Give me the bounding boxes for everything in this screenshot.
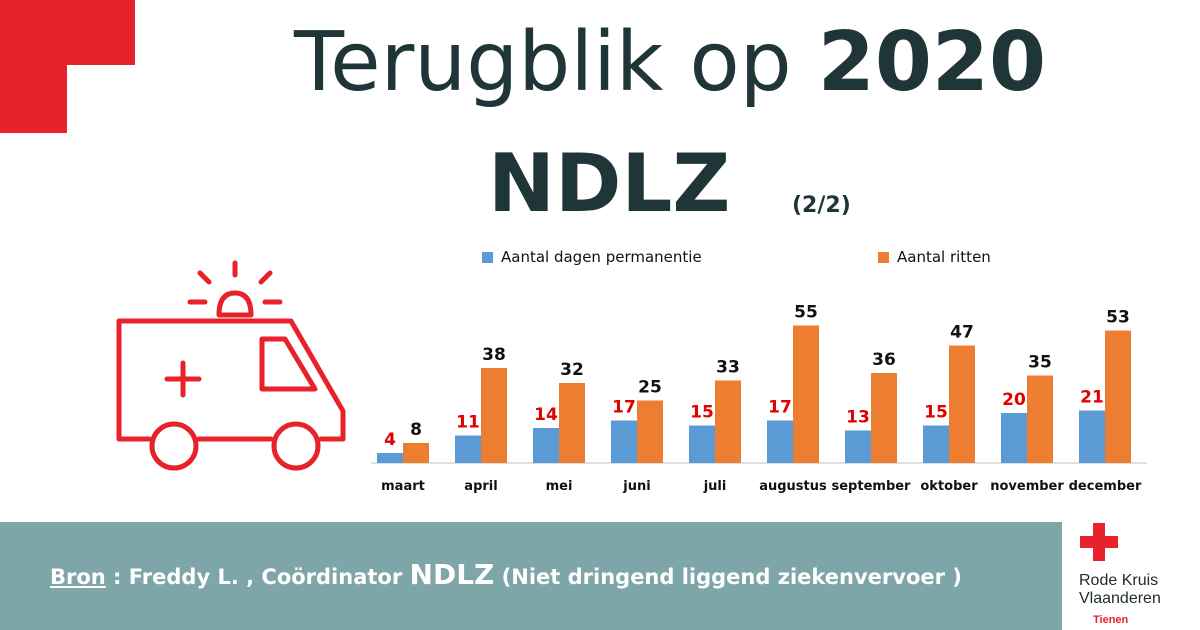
data-label-rides: 55 bbox=[794, 303, 818, 323]
data-label-days: 17 bbox=[612, 398, 636, 418]
logo-line1: Rode Kruis bbox=[1079, 572, 1159, 589]
bar-days bbox=[1001, 413, 1027, 463]
legend-label-days: Aantal dagen permanentie bbox=[501, 248, 702, 266]
part-indicator: (2/2) bbox=[792, 193, 851, 218]
x-tick-label: juli bbox=[703, 479, 727, 494]
page-subtitle: NDLZ bbox=[488, 137, 731, 230]
source-author: Freddy L. , Coördinator bbox=[128, 565, 410, 589]
bar-days bbox=[689, 425, 715, 463]
logo-city: Tienen bbox=[1093, 614, 1129, 626]
data-label-rides: 32 bbox=[560, 360, 584, 380]
legend-rides: Aantal ritten bbox=[878, 248, 991, 266]
rode-kruis-logo: Rode Kruis Vlaanderen Tienen bbox=[1078, 520, 1198, 630]
bar-rides bbox=[1027, 375, 1053, 463]
data-label-rides: 25 bbox=[638, 378, 662, 398]
x-tick-label: maart bbox=[381, 479, 425, 494]
x-tick-label: augustus bbox=[759, 479, 827, 494]
bar-rides bbox=[871, 373, 897, 463]
bar-days bbox=[767, 420, 793, 463]
x-tick-label: november bbox=[990, 479, 1064, 494]
bar-rides bbox=[1105, 330, 1131, 463]
data-label-days: 14 bbox=[534, 405, 558, 425]
data-label-rides: 33 bbox=[716, 358, 740, 378]
data-label-days: 13 bbox=[846, 408, 870, 428]
data-label-days: 15 bbox=[690, 403, 714, 423]
source-org-full: (Niet dringend liggend ziekenvervoer ) bbox=[494, 565, 962, 589]
x-tick-label: oktober bbox=[920, 479, 978, 494]
source-label: Bron bbox=[50, 565, 106, 589]
logo-name: Rode Kruis Vlaanderen bbox=[1079, 572, 1161, 608]
legend-days: Aantal dagen permanentie bbox=[482, 248, 702, 266]
source-separator: : bbox=[105, 565, 129, 589]
legend-swatch-days bbox=[482, 251, 493, 263]
legend-label-rides: Aantal ritten bbox=[897, 248, 991, 266]
page-title: Terugblik op 2020 bbox=[0, 15, 1200, 110]
bar-chart: 4 8maart1138april1432mei1725juni1533juli1… bbox=[371, 303, 1147, 494]
x-tick-label: december bbox=[1069, 479, 1142, 494]
bar-rides bbox=[793, 325, 819, 463]
bar-rides bbox=[949, 345, 975, 463]
source-footer: Bron : Freddy L. , Coördinator NDLZ (Nie… bbox=[0, 522, 1062, 630]
title-prefix: Terugblik op bbox=[293, 15, 792, 110]
source-org-abbr: NDLZ bbox=[409, 558, 495, 591]
x-tick-label: mei bbox=[546, 479, 573, 494]
x-tick-label: april bbox=[464, 479, 497, 494]
x-tick-label: juni bbox=[622, 479, 650, 494]
legend-swatch-rides bbox=[878, 251, 889, 263]
logo-line2: Vlaanderen bbox=[1079, 590, 1161, 607]
data-label-days: 17 bbox=[768, 398, 792, 418]
bar-days bbox=[377, 453, 403, 463]
data-label-rides: 35 bbox=[1028, 353, 1052, 373]
bar-days bbox=[1079, 410, 1105, 463]
red-corner-horizontal bbox=[0, 0, 135, 65]
bar-days bbox=[845, 430, 871, 463]
data-label-days: 20 bbox=[1002, 390, 1026, 410]
title-year: 2020 bbox=[817, 15, 1047, 110]
data-label-rides: 47 bbox=[950, 323, 974, 343]
source-line: Bron : Freddy L. , Coördinator NDLZ (Nie… bbox=[50, 558, 962, 591]
bar-rides bbox=[559, 383, 585, 463]
data-label-days: 4 bbox=[384, 430, 396, 450]
bar-days bbox=[455, 435, 481, 463]
bar-rides bbox=[481, 368, 507, 463]
bar-days bbox=[533, 428, 559, 463]
data-label-days: 15 bbox=[924, 403, 948, 423]
bar-days bbox=[611, 420, 637, 463]
data-label-rides: 53 bbox=[1106, 308, 1130, 328]
x-tick-label: september bbox=[832, 479, 912, 494]
bar-rides bbox=[403, 443, 429, 463]
data-label-days: 11 bbox=[456, 413, 480, 433]
data-label-rides: 36 bbox=[872, 350, 896, 370]
red-cross-icon-vertical bbox=[1093, 523, 1105, 561]
data-label-rides: 38 bbox=[482, 345, 506, 365]
data-label-rides: 8 bbox=[410, 420, 422, 440]
data-label-days: 21 bbox=[1080, 388, 1104, 408]
ambulance-icon bbox=[116, 260, 346, 471]
bar-days bbox=[923, 425, 949, 463]
bar-rides bbox=[715, 380, 741, 463]
bar-rides bbox=[637, 400, 663, 463]
